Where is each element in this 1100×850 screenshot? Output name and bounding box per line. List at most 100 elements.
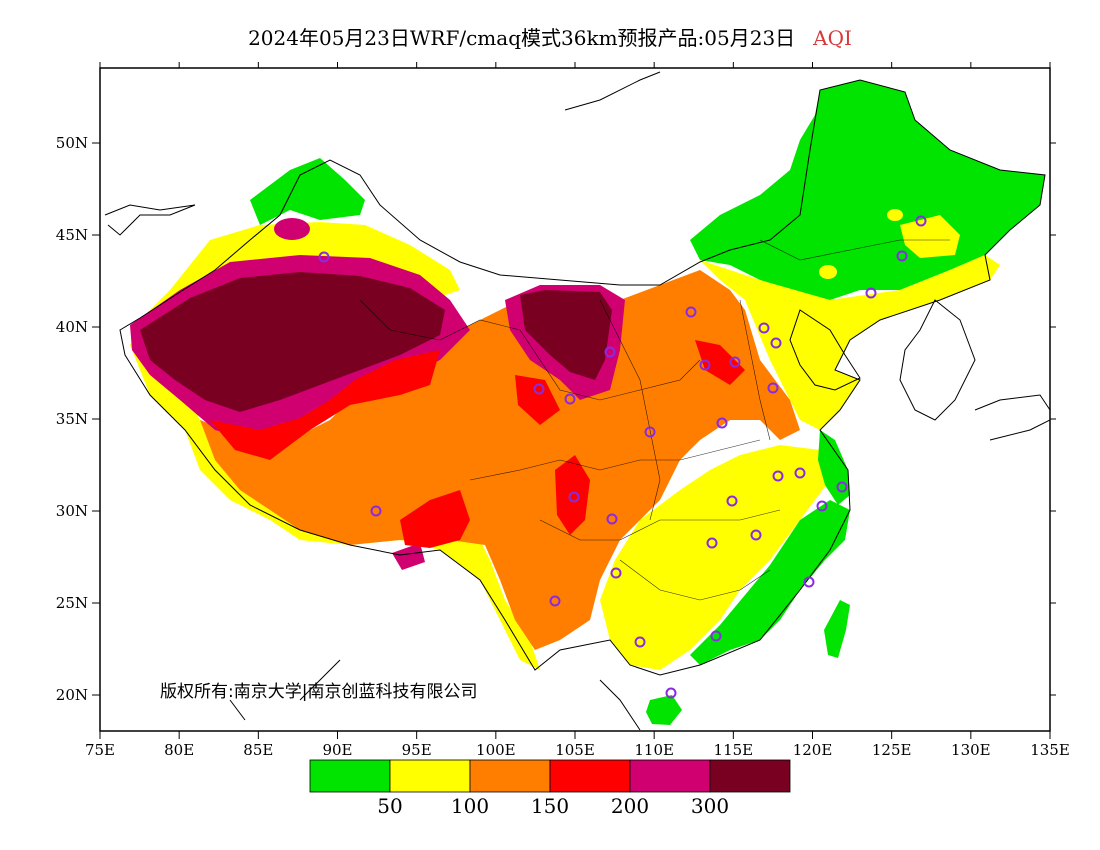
province-line-3 (539, 509, 781, 541)
y-axis: 50N 45N 40N 35N 30N 25N 20N (56, 134, 1056, 704)
station-marker (915, 215, 927, 227)
province-line-7 (739, 299, 771, 441)
title-main: 2024年05月23日WRF/cmaq模式36km预报产品:05月23日 (248, 26, 796, 50)
station-marker (706, 537, 718, 549)
station-marker (710, 630, 722, 642)
region-yellow-blob-2 (887, 209, 903, 221)
x-tick-label: 130E (951, 741, 991, 759)
station-marker (794, 467, 806, 479)
region-green-southeast (690, 500, 850, 665)
region-hazardous-central (520, 290, 612, 380)
x-tick-label: 90E (322, 741, 352, 759)
x-tick-label: 95E (402, 741, 432, 759)
y-tick-label: 25N (56, 594, 88, 612)
colorbar-label: 200 (611, 794, 649, 818)
province-line-6 (599, 299, 661, 521)
station-marker (606, 513, 618, 525)
region-green-eastcoast (818, 430, 850, 505)
region-yellow-south (600, 445, 830, 670)
colorbar-label: 100 (451, 794, 489, 818)
y-tick-label: 35N (56, 410, 88, 428)
province-line-4 (619, 559, 771, 601)
station-marker (634, 636, 646, 648)
colorbar-swatch (549, 759, 631, 793)
colorbar-swatch (469, 759, 551, 793)
region-hazardous-taklamakan (140, 272, 445, 412)
colorbar-swatch (309, 759, 391, 793)
y-tick-label: 20N (56, 686, 88, 704)
region-orange-central (200, 270, 800, 650)
region-green-northwest (250, 158, 365, 225)
boundary-vietnam (229, 659, 641, 731)
region-yellow-blob-1 (819, 265, 837, 279)
map-fields (130, 80, 1045, 725)
y-tick-label: 50N (56, 134, 88, 152)
station-marker (604, 346, 616, 358)
boundary-china-outline (119, 79, 1046, 676)
y-tick-label: 40N (56, 318, 88, 336)
colorbar-label: 150 (531, 794, 569, 818)
x-tick-label: 110E (634, 741, 674, 759)
station-marker (564, 393, 576, 405)
title-variable: AQI (813, 26, 852, 50)
x-tick-label: 135E (1030, 741, 1070, 759)
x-tick-label: 105E (555, 741, 595, 759)
region-red-north (515, 375, 560, 425)
station-markers (318, 215, 927, 699)
station-marker (726, 495, 738, 507)
station-marker (758, 322, 770, 334)
y-tick-label: 30N (56, 502, 88, 520)
station-marker (549, 595, 561, 607)
region-red-hebei (695, 340, 745, 385)
region-red-sichuan (555, 455, 590, 535)
y-tick-label: 45N (56, 226, 88, 244)
region-hainan (646, 695, 682, 725)
x-tick-label: 75E (85, 741, 115, 759)
station-marker (770, 337, 782, 349)
colorbar-swatch (389, 759, 471, 793)
station-marker (318, 251, 330, 263)
region-red-west-band (210, 350, 440, 460)
colorbar: 50 100 150 200 300 (309, 759, 791, 818)
region-taiwan (824, 600, 850, 658)
province-line-2 (469, 439, 761, 481)
station-marker (750, 529, 762, 541)
x-tick-label: 100E (476, 741, 516, 759)
colorbar-swatch (709, 759, 791, 793)
province-lines (359, 239, 950, 601)
x-tick-label: 115E (714, 741, 754, 759)
copyright-text: 版权所有:南京大学|南京创蓝科技有限公司 (160, 682, 477, 702)
x-axis: 75E 80E 85E 90E 95E 100E 105E 110E 115E 120E 125E 1… (85, 62, 1070, 759)
station-marker (665, 687, 677, 699)
colorbar-swatch (629, 759, 711, 793)
station-marker (865, 287, 877, 299)
region-yellow-ne-patch (900, 215, 960, 258)
region-magenta-southwest (392, 543, 425, 570)
boundary-top-left (104, 204, 196, 236)
boundaries (104, 71, 1050, 731)
station-marker (896, 250, 908, 262)
station-marker (699, 359, 711, 371)
x-tick-label: 85E (243, 741, 273, 759)
region-yellow-north (700, 255, 1000, 430)
station-marker (610, 567, 622, 579)
station-marker (767, 382, 779, 394)
x-tick-label: 120E (793, 741, 833, 759)
colorbar-label: 50 (377, 794, 402, 818)
province-line-1 (359, 299, 701, 401)
station-marker (716, 417, 728, 429)
province-line-5 (759, 239, 950, 261)
station-marker (803, 576, 815, 588)
region-red-southwest (400, 490, 470, 548)
boundary-bohai-shandong (789, 309, 861, 391)
station-marker (816, 500, 828, 512)
region-magenta-ring (274, 218, 310, 240)
colorbar-label: 300 (691, 794, 729, 818)
boundary-korea-japan (564, 71, 1050, 441)
station-marker (644, 426, 656, 438)
station-marker (685, 306, 697, 318)
map-title: 2024年05月23日WRF/cmaq模式36km预报产品:05月23日 AQI (0, 22, 1100, 51)
station-marker (568, 491, 580, 503)
x-tick-label: 125E (872, 741, 912, 759)
